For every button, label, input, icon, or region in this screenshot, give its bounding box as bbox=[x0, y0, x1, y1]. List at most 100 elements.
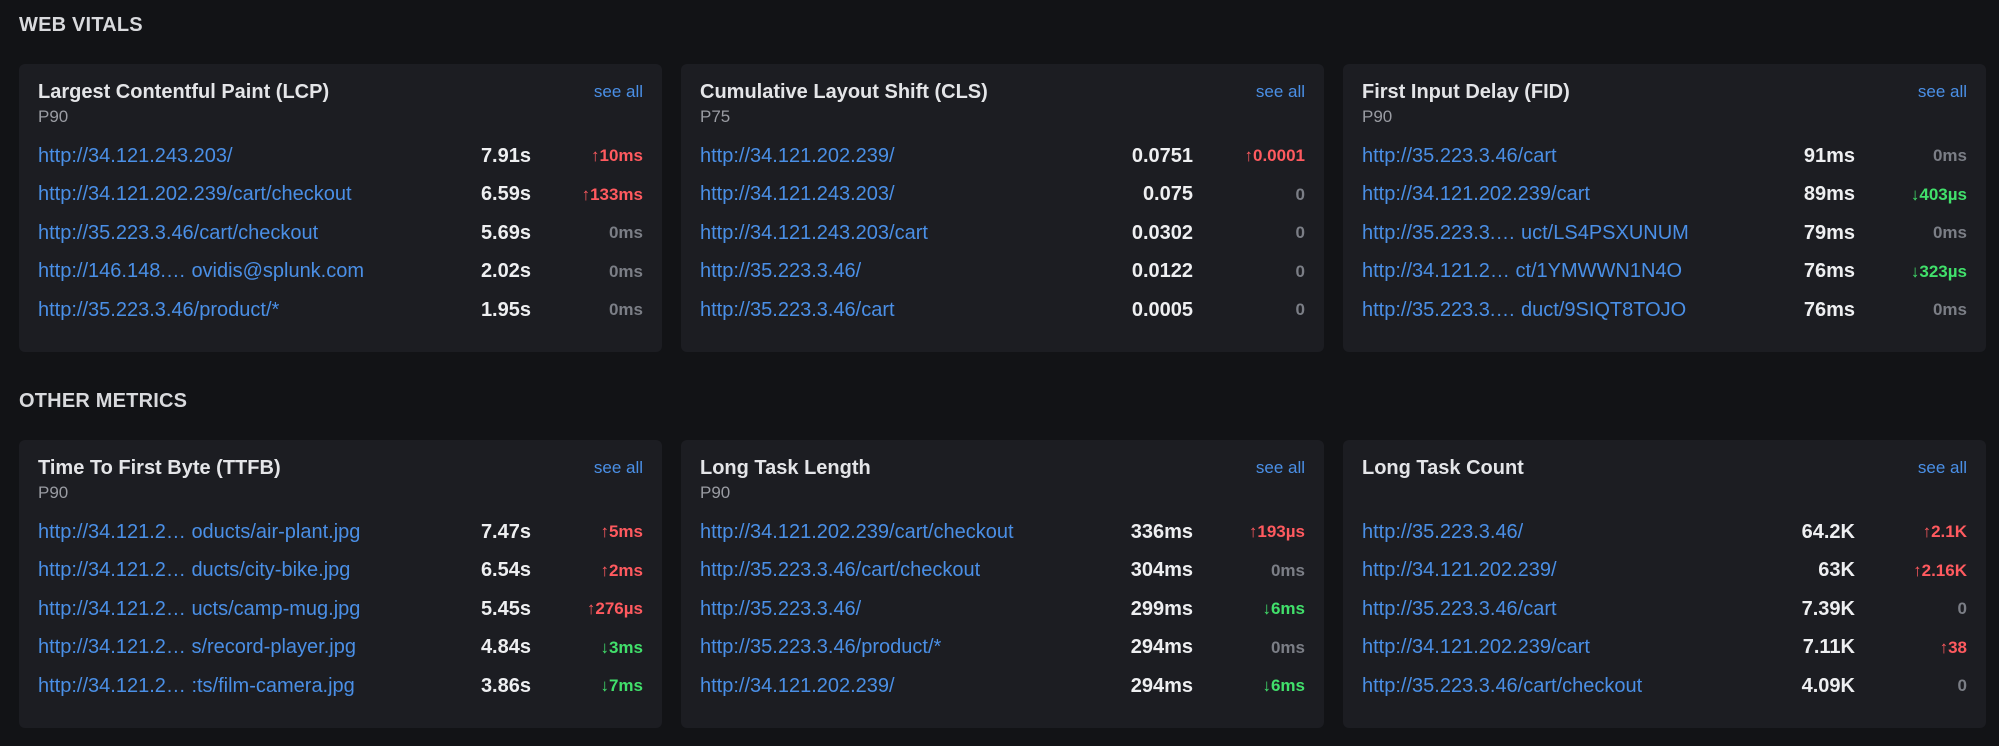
percentile-label: P90 bbox=[38, 107, 69, 126]
card-title: Largest Contentful Paint (LCP) bbox=[38, 81, 330, 103]
metric-delta: ↓3ms bbox=[600, 637, 643, 657]
metric-value: 7.11K bbox=[1802, 636, 1855, 659]
metric-list: http://34.121.243.203/7.91s ↑10ms http://3… bbox=[38, 137, 643, 330]
metric-delta: ↑193µs bbox=[1248, 522, 1305, 542]
page-url-link[interactable]: http://35.223.3.46/product/* bbox=[700, 636, 942, 659]
page-url-link[interactable]: http://34.121.2… oducts/air-plant.jpg bbox=[38, 520, 361, 543]
page-url-link[interactable]: http://34.121.202.239/cart/checkout bbox=[700, 520, 1014, 543]
page-url-link[interactable]: http://34.121.202.239/cart/checkout bbox=[38, 183, 352, 206]
metric-value: 1.95s bbox=[480, 298, 531, 321]
page-url-link[interactable]: http://34.121.243.203/ bbox=[700, 183, 895, 206]
metric-value: 5.69s bbox=[480, 221, 531, 244]
metric-delta: 0ms bbox=[1270, 637, 1305, 657]
metric-row: http://34.121.202.239/cart/checkout 6.59s… bbox=[38, 176, 643, 215]
page-url-link[interactable]: http://34.121.2… ct/1YMWWN1N4O bbox=[1362, 260, 1683, 283]
page-url-link[interactable]: http://34.121.243.203/ bbox=[38, 144, 233, 167]
metric-value: 294ms bbox=[1130, 636, 1193, 659]
page-url-link[interactable]: http://34.121.202.239/ bbox=[700, 674, 895, 697]
page-url-link[interactable]: http://35.223.3.… uct/LS4PSXUNUM bbox=[1362, 221, 1689, 244]
metric-value: 64.2K bbox=[1801, 520, 1855, 543]
metric-delta: ↓403µs bbox=[1910, 184, 1967, 204]
metric-value: 2.02s bbox=[480, 260, 531, 283]
page-url-link[interactable]: http://34.121.202.239/cart bbox=[1362, 636, 1590, 659]
page-url-link[interactable]: http://34.121.243.203/cart bbox=[700, 221, 928, 244]
page-url-link[interactable]: http://34.121.202.239/cart bbox=[1362, 183, 1590, 206]
metric-list: http://35.223.3.46/cart 91ms 0ms http://34.… bbox=[1362, 137, 1967, 330]
page-url-link[interactable]: http://34.121.2… :ts/film-camera.jpg bbox=[38, 674, 355, 697]
metric-delta: 0 bbox=[1295, 300, 1305, 320]
see-all-link[interactable]: see all bbox=[1917, 82, 1967, 101]
metric-delta: ↓323µs bbox=[1910, 261, 1967, 281]
metric-row: http://34.121.243.203/0.075 0 bbox=[700, 176, 1305, 215]
metric-row: http://34.121.2… s/record-player.jpg 4.84… bbox=[38, 629, 643, 668]
metric-delta: 0 bbox=[1957, 599, 1967, 619]
page-url-link[interactable]: http://35.223.3.46/cart bbox=[1362, 597, 1557, 620]
card-title: First Input Delay (FID) bbox=[1362, 81, 1570, 103]
metric-value: 76ms bbox=[1803, 260, 1855, 283]
metric-row: http://34.121.2… ducts/city-bike.jpg 6.54… bbox=[38, 552, 643, 591]
see-all-link[interactable]: see all bbox=[1255, 458, 1305, 477]
metric-row: http://34.121.202.239/0.0751 ↑0.0001 bbox=[700, 137, 1305, 176]
metric-value: 76ms bbox=[1803, 298, 1855, 321]
metric-row: http://35.223.3.46/product/* 1.95s 0ms bbox=[38, 291, 643, 330]
metric-card: Largest Contentful Paint (LCP) see all P90… bbox=[19, 64, 662, 352]
card-title: Long Task Count bbox=[1362, 457, 1524, 479]
page-url-link[interactable]: http://35.223.3.46/cart/checkout bbox=[1362, 674, 1643, 697]
see-all-link[interactable]: see all bbox=[593, 82, 643, 101]
metric-row: http://35.223.3.46/299ms ↓6ms bbox=[700, 590, 1305, 629]
metric-delta: ↑276µs bbox=[586, 599, 643, 619]
metric-value: 79ms bbox=[1803, 221, 1855, 244]
metric-delta: 0 bbox=[1295, 261, 1305, 281]
page-url-link[interactable]: http://35.223.3.46/product/* bbox=[38, 298, 280, 321]
metric-delta: 0ms bbox=[1932, 146, 1967, 166]
metric-list: http://35.223.3.46/64.2K ↑2.1K http://34.1… bbox=[1362, 513, 1967, 706]
metric-value: 304ms bbox=[1130, 559, 1193, 582]
page-url-link[interactable]: http://34.121.2… s/record-player.jpg bbox=[38, 636, 356, 659]
page-url-link[interactable]: http://35.223.3.46/cart/checkout bbox=[38, 221, 319, 244]
metric-card: Time To First Byte (TTFB) see all P90 http:… bbox=[19, 440, 662, 728]
metric-card: Long Task Length see all P90 http://34.121.… bbox=[681, 440, 1324, 728]
metric-delta: ↑10ms bbox=[591, 146, 643, 166]
page-url-link[interactable]: http://35.223.3.… duct/9SIQT8TOJO bbox=[1362, 298, 1687, 321]
page-url-link[interactable]: http://35.223.3.46/ bbox=[700, 597, 862, 620]
metric-card: First Input Delay (FID) see all P90 http://… bbox=[1343, 64, 1986, 352]
metric-card: Long Task Count see all http://35.223.3.46… bbox=[1343, 440, 1986, 728]
metric-value: 4.09K bbox=[1801, 674, 1855, 697]
metric-delta: 0 bbox=[1295, 184, 1305, 204]
page-url-link[interactable]: http://34.121.2… ucts/camp-mug.jpg bbox=[38, 597, 361, 620]
metric-value: 7.47s bbox=[480, 520, 531, 543]
page-url-link[interactable]: http://35.223.3.46/cart/checkout bbox=[700, 559, 981, 582]
see-all-link[interactable]: see all bbox=[1917, 458, 1967, 477]
page-url-link[interactable]: http://35.223.3.46/ bbox=[700, 260, 862, 283]
metric-row: http://34.121.202.239/294ms ↓6ms bbox=[700, 667, 1305, 706]
metric-row: http://34.121.202.239/63K ↑2.16K bbox=[1362, 552, 1967, 591]
metric-value: 7.39K bbox=[1801, 597, 1855, 620]
metric-delta: ↓6ms bbox=[1262, 599, 1305, 619]
metric-row: http://35.223.3.46/64.2K ↑2.1K bbox=[1362, 513, 1967, 552]
metric-value: 0.0302 bbox=[1131, 221, 1193, 244]
metric-delta: ↑2.16K bbox=[1913, 560, 1967, 580]
page-url-link[interactable]: http://35.223.3.46/cart bbox=[1362, 144, 1557, 167]
metric-value: 91ms bbox=[1803, 144, 1855, 167]
page-url-link[interactable]: http://35.223.3.46/cart bbox=[700, 298, 895, 321]
card-title: Cumulative Layout Shift (CLS) bbox=[700, 81, 988, 103]
page-url-link[interactable]: http://35.223.3.46/ bbox=[1362, 520, 1524, 543]
page-url-link[interactable]: http://34.121.202.239/ bbox=[1362, 559, 1557, 582]
metric-value: 0.0122 bbox=[1131, 260, 1193, 283]
metric-row: http://34.121.243.203/7.91s ↑10ms bbox=[38, 137, 643, 176]
metric-delta: 0ms bbox=[608, 261, 643, 281]
metric-value: 4.84s bbox=[480, 636, 531, 659]
page-url-link[interactable]: http://146.148.… ovidis@splunk.com bbox=[38, 260, 365, 283]
page-url-link[interactable]: http://34.121.202.239/ bbox=[700, 144, 895, 167]
metric-delta: 0ms bbox=[1932, 300, 1967, 320]
see-all-link[interactable]: see all bbox=[1255, 82, 1305, 101]
section-title: WEB VITALS bbox=[19, 14, 143, 36]
percentile-label: P90 bbox=[700, 483, 731, 502]
metric-value: 5.45s bbox=[480, 597, 531, 620]
metric-list: http://34.121.202.239/cart/checkout 336ms… bbox=[700, 513, 1305, 706]
metric-row: http://34.121.202.239/cart 89ms ↓403µs bbox=[1362, 176, 1967, 215]
metric-delta: 0ms bbox=[1270, 560, 1305, 580]
page-url-link[interactable]: http://34.121.2… ducts/city-bike.jpg bbox=[38, 559, 351, 582]
metric-row: http://35.223.3.46/cart 7.39K 0 bbox=[1362, 590, 1967, 629]
see-all-link[interactable]: see all bbox=[593, 458, 643, 477]
